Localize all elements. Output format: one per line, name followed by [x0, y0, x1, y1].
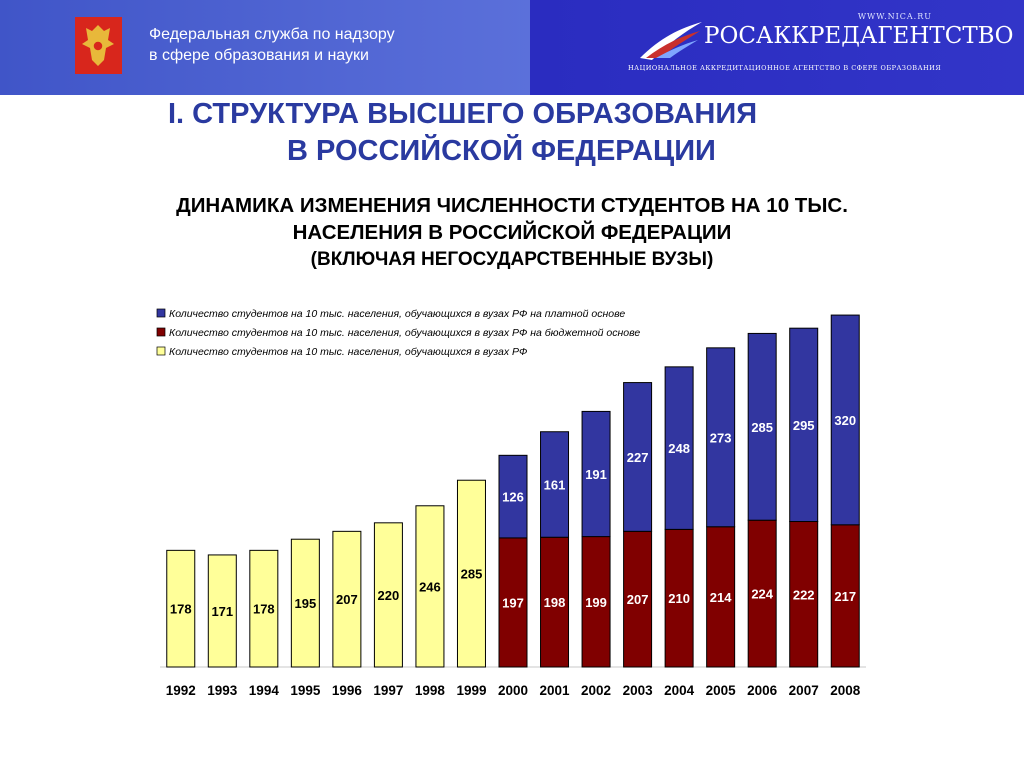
bar-total	[415, 505, 445, 668]
bar-budget	[581, 536, 611, 668]
bar-total	[207, 554, 237, 668]
data-label-paid: 248	[668, 441, 690, 456]
x-tick-label: 2000	[498, 683, 528, 698]
bar-total	[249, 549, 279, 668]
agency-name-line1: Федеральная служба по надзору	[149, 26, 395, 43]
x-tick-label: 2004	[664, 683, 695, 698]
x-tick-label: 2007	[789, 683, 819, 698]
brand-name: РОСАККРЕДАГЕНТСТВО	[704, 23, 1014, 49]
x-tick-label: 1998	[415, 683, 446, 698]
data-label-total: 220	[378, 588, 400, 603]
data-label-total: 207	[336, 592, 358, 607]
data-label-budget: 197	[502, 595, 524, 610]
rosakkred-swoosh-icon	[640, 22, 702, 60]
data-label-total: 171	[211, 604, 233, 619]
data-label-paid: 191	[585, 467, 607, 482]
page-title-line1: I. СТРУКТУРА ВЫСШЕГО ОБРАЗОВАНИЯ	[168, 98, 758, 130]
data-label-paid: 320	[834, 413, 856, 428]
legend-swatch	[156, 308, 166, 318]
legend-label: Количество студентов на 10 тыс. населени…	[169, 308, 625, 320]
x-tick-label: 1992	[166, 683, 196, 698]
data-label-budget: 210	[668, 591, 690, 606]
bar-total	[290, 538, 320, 668]
bar-paid	[830, 314, 860, 526]
header-background	[0, 0, 1024, 95]
agency-name: Федеральная служба по надзору в сфере об…	[149, 24, 395, 66]
header-banner: Федеральная служба по надзору в сфере об…	[0, 0, 1024, 95]
data-label-paid: 285	[751, 420, 773, 435]
legend-label: Количество студентов на 10 тыс. населени…	[169, 346, 527, 358]
data-label-total: 195	[295, 596, 317, 611]
bar-paid	[789, 327, 819, 523]
x-tick-label: 2008	[830, 683, 861, 698]
data-label-total: 285	[461, 567, 483, 582]
legend-swatch	[156, 346, 166, 356]
data-label-paid: 227	[627, 450, 649, 465]
agency-name-line2: в сфере образования и науки	[149, 47, 369, 64]
legend-label: Количество студентов на 10 тыс. населени…	[169, 327, 640, 339]
data-label-total: 178	[170, 602, 192, 617]
bar-budget	[706, 526, 736, 668]
x-tick-label: 1999	[456, 683, 486, 698]
data-label-paid: 273	[710, 430, 732, 445]
data-label-budget: 222	[793, 587, 815, 602]
page-title-line2: В РОССИЙСКОЙ ФЕДЕРАЦИИ	[287, 135, 716, 167]
site-url: WWW.NICA.RU	[857, 12, 932, 21]
bar-total	[456, 479, 486, 668]
data-label-total: 246	[419, 579, 441, 594]
bar-paid	[540, 431, 570, 538]
x-tick-label: 1994	[249, 683, 280, 698]
bar-budget	[540, 536, 570, 668]
x-tick-label: 1995	[290, 683, 321, 698]
x-tick-label: 2003	[623, 683, 654, 698]
bar-total	[373, 522, 403, 668]
data-label-budget: 207	[627, 592, 649, 607]
bar-paid	[747, 332, 777, 521]
chart-subtitle: ДИНАМИКА ИЗМЕНЕНИЯ ЧИСЛЕННОСТИ СТУДЕНТОВ…	[0, 192, 1024, 273]
bar-budget	[498, 537, 528, 668]
x-tick-label: 1997	[373, 683, 403, 698]
data-label-budget: 217	[834, 589, 856, 604]
x-tick-label: 2002	[581, 683, 611, 698]
data-label-budget: 198	[544, 595, 566, 610]
bar-total	[166, 549, 196, 668]
data-label-paid: 295	[793, 418, 815, 433]
x-tick-label: 1993	[207, 683, 238, 698]
bar-budget	[623, 530, 653, 668]
x-tick-label: 2001	[540, 683, 571, 698]
data-label-budget: 214	[710, 590, 732, 605]
chart-subtitle-line3: (ВКЛЮЧАЯ НЕГОСУДАРСТВЕННЫЕ ВУЗЫ)	[310, 249, 714, 270]
russian-emblem-icon	[75, 17, 122, 74]
data-label-total: 178	[253, 602, 275, 617]
bar-paid	[664, 366, 694, 530]
chart-subtitle-line2: НАСЕЛЕНИЯ В РОССИЙСКОЙ ФЕДЕРАЦИИ	[292, 221, 732, 244]
bar-paid	[706, 347, 736, 528]
data-label-budget: 224	[751, 587, 773, 602]
data-label-paid: 126	[502, 490, 524, 505]
bar-paid	[498, 454, 528, 539]
x-tick-label: 2005	[706, 683, 737, 698]
x-tick-label: 1996	[332, 683, 363, 698]
data-label-paid: 161	[544, 477, 566, 492]
bar-total	[332, 530, 362, 668]
data-label-budget: 199	[585, 595, 607, 610]
bar-budget	[747, 519, 777, 668]
x-tick-label: 2006	[747, 683, 778, 698]
chart-subtitle-line1: ДИНАМИКА ИЗМЕНЕНИЯ ЧИСЛЕННОСТИ СТУДЕНТОВ…	[176, 194, 848, 217]
legend-swatch	[156, 327, 166, 337]
bar-paid	[623, 382, 653, 532]
bar-budget	[664, 528, 694, 668]
brand-tagline: НАЦИОНАЛЬНОЕ АККРЕДИТАЦИОННОЕ АГЕНТСТВО …	[628, 64, 942, 72]
bar-paid	[581, 410, 611, 538]
